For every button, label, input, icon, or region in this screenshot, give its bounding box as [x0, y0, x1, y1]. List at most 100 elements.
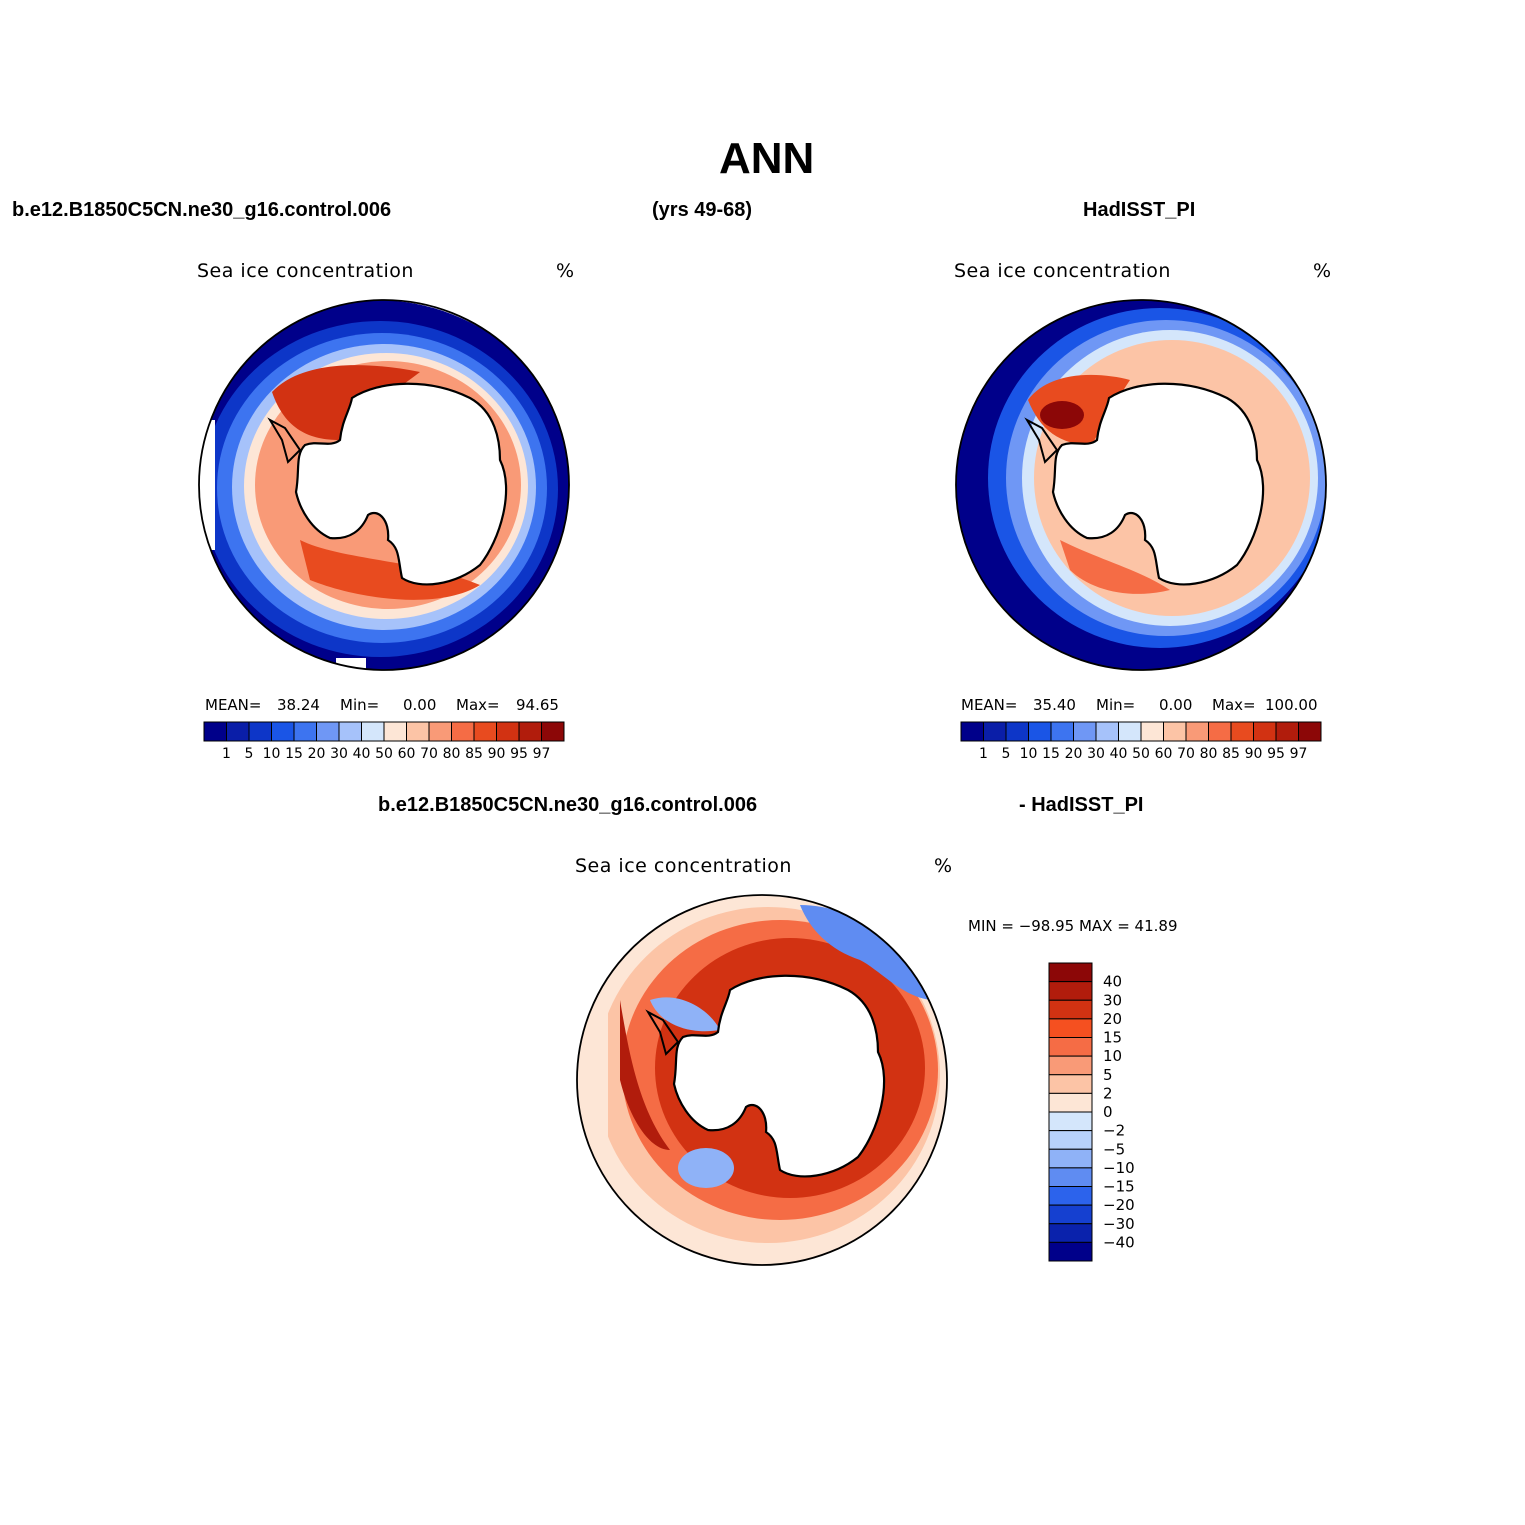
diff-map-border	[576, 894, 948, 1266]
colorbar-obs-tick-label: 95	[1267, 746, 1285, 762]
colorbar-obs-tick-label: 15	[1042, 746, 1060, 762]
colorbar-model: 1 5 10 15 20 30 40 50 60 70 80 85 90 95 97	[203, 721, 565, 762]
colorbar-model-tick-label: 5	[245, 746, 254, 762]
colorbar-diff-swatch	[1048, 1092, 1093, 1113]
colorbar-obs-swatch	[1028, 721, 1052, 742]
colorbar-obs: 1 5 10 15 20 30 40 50 60 70 80 85 90 95 97	[960, 721, 1322, 762]
panel2-max-value: 100.00	[1265, 696, 1318, 714]
colorbar-diff-swatch	[1048, 1204, 1093, 1225]
colorbar-obs-swatch	[1140, 721, 1164, 742]
colorbar-obs-tick-label: 30	[1087, 746, 1105, 762]
colorbar-obs-swatch	[1050, 721, 1074, 742]
colorbar-obs-tick-label: 97	[1290, 746, 1308, 762]
colorbar-model-tick-label: 80	[443, 746, 461, 762]
obs-map-border	[955, 299, 1327, 671]
colorbar-obs-tick-label: 10	[1020, 746, 1038, 762]
colorbar-obs-tick-label: 1	[979, 746, 988, 762]
colorbar-obs-tick-label: 60	[1155, 746, 1173, 762]
colorbar-diff-tick-label: 30	[1103, 991, 1122, 1009]
colorbar-obs-swatch	[1275, 721, 1299, 742]
panel2-unit-label: %	[1313, 260, 1332, 282]
panel1-min-label: Min=	[340, 696, 380, 714]
colorbar-diff-swatch	[1048, 1186, 1093, 1206]
colorbar-diff-swatch	[1048, 1037, 1093, 1057]
colorbar-model-swatch	[383, 721, 407, 742]
colorbar-obs-tick-label: 40	[1110, 746, 1128, 762]
colorbar-model-tick-label: 85	[465, 746, 483, 762]
colorbar-obs-swatch	[1118, 721, 1142, 742]
colorbar-diff-swatch	[1048, 1223, 1093, 1243]
figure-title: ANN	[719, 134, 815, 183]
colorbar-diff-swatch	[1048, 981, 1093, 1001]
colorbar-obs-swatch	[1253, 721, 1277, 742]
colorbar-obs-swatch	[1073, 721, 1097, 742]
colorbar-diff-swatch	[1048, 1148, 1093, 1169]
colorbar-obs-swatch	[1005, 721, 1029, 742]
diff-obs-dataset-name: - HadISST_PI	[1019, 794, 1144, 816]
colorbar-model-tick-label: 10	[263, 746, 281, 762]
colorbar-model-tick-label: 20	[308, 746, 326, 762]
model-case-name: b.e12.B1850C5CN.ne30_g16.control.006	[12, 199, 392, 221]
panel1-variable-label: Sea ice concentration	[197, 260, 414, 282]
colorbar-model-swatch	[361, 721, 385, 742]
colorbar-model-tick-label: 60	[398, 746, 416, 762]
colorbar-diff-tick-label: −30	[1103, 1215, 1135, 1233]
colorbar-model-swatch	[271, 721, 295, 742]
colorbar-diff-swatch	[1048, 1055, 1093, 1076]
colorbar-diff-tick-label: −15	[1103, 1178, 1135, 1196]
colorbar-obs-tick-label: 50	[1132, 746, 1150, 762]
colorbar-obs-tick-label: 85	[1222, 746, 1240, 762]
colorbar-obs-swatch	[983, 721, 1007, 742]
colorbar-model-tick-label: 40	[353, 746, 371, 762]
diff-minmax-label: MIN = −98.95 MAX = 41.89	[968, 917, 1178, 935]
colorbar-model-swatch	[518, 721, 542, 742]
colorbar-obs-swatch	[1095, 721, 1119, 742]
colorbar-model-swatch	[541, 721, 565, 742]
colorbar-diff-swatch	[1048, 1111, 1093, 1132]
colorbar-model-tick-label: 15	[285, 746, 303, 762]
colorbar-diff-tick-label: 0	[1103, 1103, 1113, 1121]
diff-unit-label: %	[934, 855, 953, 877]
years-label: (yrs 49-68)	[652, 199, 753, 221]
colorbar-obs-swatch	[1208, 721, 1232, 742]
colorbar-diff-tick-label: −40	[1103, 1233, 1135, 1251]
colorbar-obs-tick-label: 80	[1200, 746, 1218, 762]
panel1-max-label: Max=	[456, 696, 500, 714]
colorbar-diff-swatch	[1048, 1074, 1093, 1094]
panel2-mean-value: 35.40	[1033, 696, 1076, 714]
colorbar-obs-swatch	[960, 721, 984, 742]
colorbar-diff-tick-label: −5	[1103, 1140, 1125, 1158]
colorbar-obs-tick-label: 70	[1177, 746, 1195, 762]
panel2-max-label: Max=	[1212, 696, 1256, 714]
colorbar-diff-swatch	[1048, 962, 1093, 983]
panel1-mean-label: MEAN=	[205, 696, 262, 714]
colorbar-model-swatch	[473, 721, 497, 742]
colorbar-model-tick-label: 1	[222, 746, 231, 762]
colorbar-model-swatch	[406, 721, 430, 742]
colorbar-diff-swatch	[1048, 1018, 1093, 1038]
panel1-unit-label: %	[556, 260, 575, 282]
panel2-mean-label: MEAN=	[961, 696, 1018, 714]
colorbar-model-swatch	[248, 721, 272, 742]
colorbar-diff-tick-label: 15	[1103, 1029, 1122, 1047]
panel1-max-value: 94.65	[516, 696, 559, 714]
colorbar-model-swatch	[293, 721, 317, 742]
panel1-mean-value: 38.24	[277, 696, 320, 714]
colorbar-diff-tick-label: 40	[1103, 973, 1122, 991]
colorbar-diff-swatch	[1048, 1241, 1093, 1262]
diff-variable-label: Sea ice concentration	[575, 855, 792, 877]
colorbar-diff-tick-label: −10	[1103, 1159, 1135, 1177]
colorbar-model-swatch	[338, 721, 362, 742]
colorbar-diff-swatch	[1048, 999, 1093, 1020]
diff-model-case-name: b.e12.B1850C5CN.ne30_g16.control.006	[378, 794, 758, 816]
colorbar-model-tick-label: 90	[488, 746, 506, 762]
colorbar-obs-swatch	[1230, 721, 1254, 742]
colorbar-diff-tick-label: 20	[1103, 1010, 1122, 1028]
colorbar-diff-swatch	[1048, 1130, 1093, 1150]
colorbar-obs-tick-label: 90	[1245, 746, 1263, 762]
panel2-variable-label: Sea ice concentration	[954, 260, 1171, 282]
colorbar-diff-tick-label: −20	[1103, 1196, 1135, 1214]
panel2-min-value: 0.00	[1159, 696, 1193, 714]
colorbar-model-tick-label: 97	[533, 746, 551, 762]
